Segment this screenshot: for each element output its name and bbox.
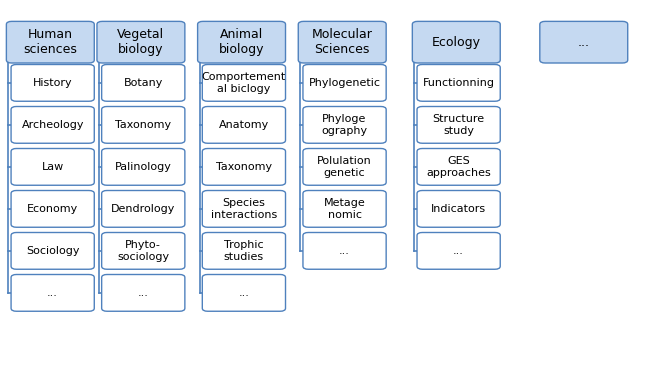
Text: ...: ... [453, 246, 464, 256]
Text: Molecular
Sciences: Molecular Sciences [312, 28, 372, 56]
Text: GES
approaches: GES approaches [426, 156, 491, 178]
Text: Botany: Botany [123, 78, 163, 88]
FancyBboxPatch shape [539, 21, 628, 63]
FancyBboxPatch shape [102, 64, 185, 101]
Text: Functionning: Functionning [423, 78, 495, 88]
Text: Structure
study: Structure study [433, 114, 484, 136]
FancyBboxPatch shape [11, 190, 94, 227]
FancyBboxPatch shape [11, 64, 94, 101]
Text: ...: ... [138, 288, 149, 298]
FancyBboxPatch shape [102, 274, 185, 311]
FancyBboxPatch shape [417, 190, 501, 227]
Text: Archeology: Archeology [21, 120, 84, 130]
Text: Economy: Economy [27, 204, 79, 214]
FancyBboxPatch shape [203, 64, 286, 101]
FancyBboxPatch shape [417, 64, 501, 101]
Text: History: History [33, 78, 72, 88]
FancyBboxPatch shape [203, 148, 286, 185]
FancyBboxPatch shape [303, 190, 386, 227]
Text: ...: ... [47, 288, 58, 298]
FancyBboxPatch shape [11, 148, 94, 185]
FancyBboxPatch shape [303, 232, 386, 269]
FancyBboxPatch shape [97, 21, 185, 63]
Text: Sociology: Sociology [26, 246, 79, 256]
FancyBboxPatch shape [102, 148, 185, 185]
Text: Law: Law [42, 162, 64, 172]
FancyBboxPatch shape [102, 190, 185, 227]
Text: Metage
nomic: Metage nomic [323, 198, 366, 220]
FancyBboxPatch shape [6, 21, 94, 63]
Text: ...: ... [339, 246, 350, 256]
Text: Human
sciences: Human sciences [23, 28, 77, 56]
Text: Trophic
studies: Trophic studies [224, 240, 264, 262]
FancyBboxPatch shape [417, 148, 501, 185]
Text: Ecology: Ecology [431, 36, 481, 49]
Text: Animal
biology: Animal biology [219, 28, 264, 56]
Text: Taxonomy: Taxonomy [115, 120, 171, 130]
FancyBboxPatch shape [303, 106, 386, 143]
FancyBboxPatch shape [203, 274, 286, 311]
FancyBboxPatch shape [303, 64, 386, 101]
FancyBboxPatch shape [11, 106, 94, 143]
Text: Palinology: Palinology [115, 162, 172, 172]
Text: Phyloge
ography: Phyloge ography [321, 114, 368, 136]
FancyBboxPatch shape [203, 190, 286, 227]
Text: Phyto-
sociology: Phyto- sociology [117, 240, 169, 262]
FancyBboxPatch shape [298, 21, 386, 63]
FancyBboxPatch shape [102, 232, 185, 269]
Text: Polulation
genetic: Polulation genetic [317, 156, 372, 178]
Text: Comportement
al biclogy: Comportement al biclogy [202, 72, 286, 94]
Text: Species
interactions: Species interactions [211, 198, 277, 220]
Text: Taxonomy: Taxonomy [216, 162, 272, 172]
FancyBboxPatch shape [197, 21, 286, 63]
Text: ...: ... [238, 288, 250, 298]
Text: Phylogenetic: Phylogenetic [309, 78, 380, 88]
FancyBboxPatch shape [203, 106, 286, 143]
FancyBboxPatch shape [203, 232, 286, 269]
FancyBboxPatch shape [11, 274, 94, 311]
FancyBboxPatch shape [11, 232, 94, 269]
Text: Dendrology: Dendrology [111, 204, 175, 214]
FancyBboxPatch shape [412, 21, 501, 63]
Text: Indicators: Indicators [431, 204, 486, 214]
FancyBboxPatch shape [303, 148, 386, 185]
Text: ...: ... [578, 36, 590, 49]
Text: Vegetal
biology: Vegetal biology [117, 28, 164, 56]
FancyBboxPatch shape [417, 232, 501, 269]
FancyBboxPatch shape [417, 106, 501, 143]
Text: Anatomy: Anatomy [219, 120, 269, 130]
FancyBboxPatch shape [102, 106, 185, 143]
